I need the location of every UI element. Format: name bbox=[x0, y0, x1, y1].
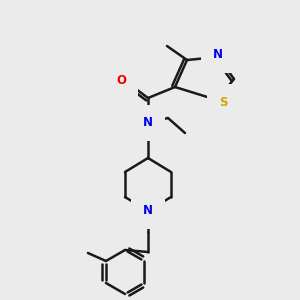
Text: N: N bbox=[213, 49, 223, 62]
Text: O: O bbox=[116, 74, 126, 86]
Text: N: N bbox=[143, 205, 153, 218]
Text: N: N bbox=[143, 116, 153, 130]
Text: S: S bbox=[219, 95, 227, 109]
